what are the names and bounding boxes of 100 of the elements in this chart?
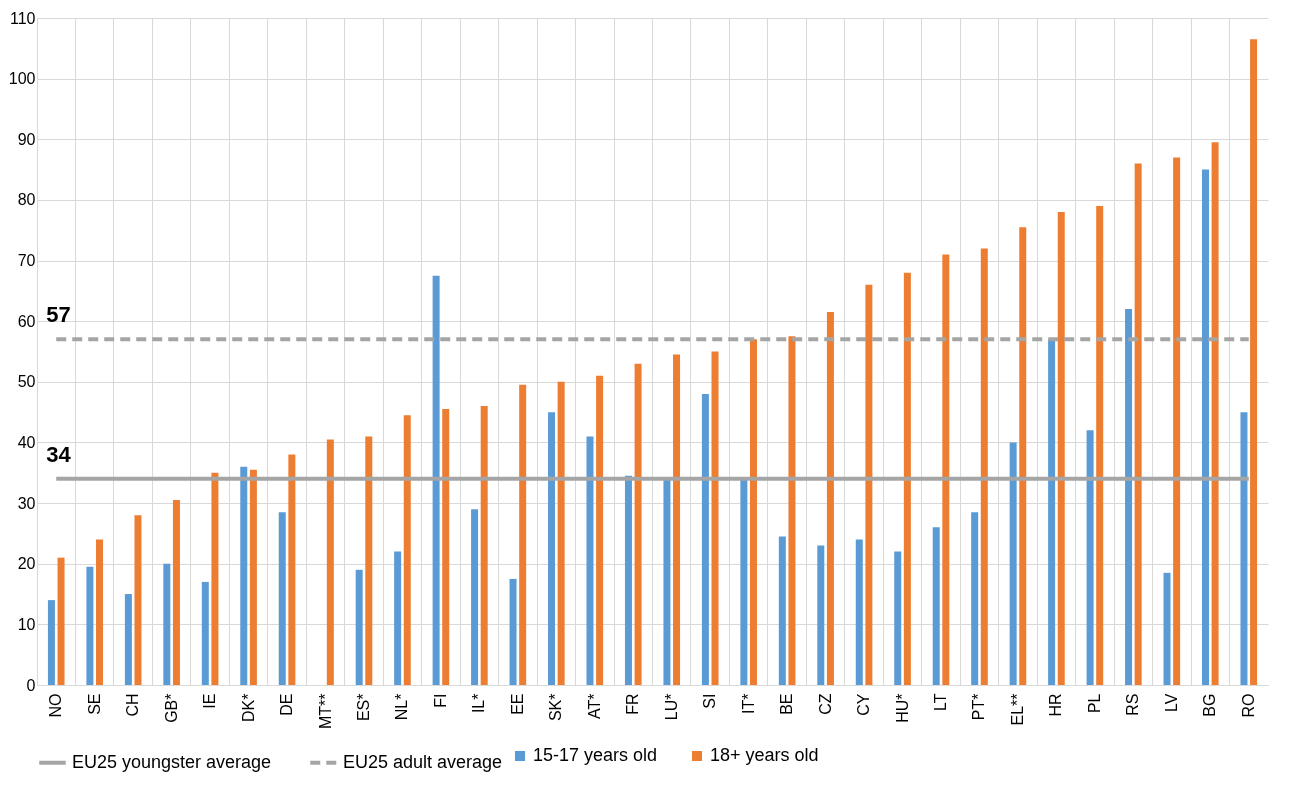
x-tick-label: MT** xyxy=(316,693,334,730)
bar xyxy=(894,551,902,685)
y-tick-label: 30 xyxy=(17,494,36,512)
bar xyxy=(663,478,671,685)
bar xyxy=(124,594,132,685)
x-tick-label: AT* xyxy=(585,693,603,719)
y-tick-label: 100 xyxy=(8,70,36,88)
x-tick-label: FR xyxy=(624,693,642,715)
bar xyxy=(326,439,334,685)
bar xyxy=(778,536,786,685)
annotation: 57 xyxy=(46,302,71,328)
bar xyxy=(403,415,411,685)
bar xyxy=(586,436,594,685)
bar xyxy=(172,500,180,685)
x-tick-label: LU* xyxy=(662,693,680,721)
x-tick-label: LT xyxy=(932,693,950,711)
bar xyxy=(1019,227,1027,685)
bar xyxy=(432,275,440,685)
bar xyxy=(442,409,450,685)
bar xyxy=(249,469,257,685)
bar xyxy=(673,354,681,685)
x-tick-label: FI xyxy=(431,693,449,708)
y-tick-label: 40 xyxy=(17,433,36,451)
x-tick-label: DK* xyxy=(239,693,257,722)
x-tick-label: CZ xyxy=(816,693,834,715)
bar xyxy=(519,384,527,685)
bar xyxy=(1086,430,1094,685)
y-tick-label: 80 xyxy=(17,191,36,209)
bar xyxy=(749,339,757,685)
bar xyxy=(57,557,65,685)
x-tick-label: EL** xyxy=(1008,693,1026,726)
y-tick-label: 0 xyxy=(26,676,36,694)
bar xyxy=(365,436,373,685)
x-tick-label: RO xyxy=(1239,693,1257,718)
bar xyxy=(1048,339,1056,685)
bar xyxy=(355,569,363,685)
bar xyxy=(634,363,642,685)
bar xyxy=(471,509,479,685)
x-tick-label: IT* xyxy=(739,693,757,714)
bar xyxy=(509,578,517,685)
x-tick-label: GB* xyxy=(162,693,180,723)
bar xyxy=(1201,169,1209,685)
bar xyxy=(932,527,940,685)
x-tick-label: NL* xyxy=(393,693,411,721)
legend-label: EU25 adult average xyxy=(343,751,503,772)
legend-label: 15-17 years old xyxy=(533,745,658,765)
bar xyxy=(288,454,296,685)
bar xyxy=(211,472,219,685)
x-tick-label: HU* xyxy=(893,693,911,723)
bar xyxy=(701,393,709,685)
legend-label: 18+ years old xyxy=(710,745,819,765)
bar xyxy=(1057,212,1065,685)
bar xyxy=(1211,142,1219,685)
bar xyxy=(596,375,604,685)
x-tick-label: IL* xyxy=(470,693,488,714)
bar xyxy=(163,563,171,685)
y-tick-label: 110 xyxy=(9,9,36,27)
y-tick-label: 70 xyxy=(17,252,36,270)
x-tick-label: PL xyxy=(1085,693,1103,714)
bar xyxy=(557,381,565,685)
x-tick-label: HR xyxy=(1047,693,1065,717)
bar xyxy=(740,478,748,685)
bar xyxy=(942,254,950,685)
bar xyxy=(278,512,286,685)
bar xyxy=(1125,309,1133,685)
x-tick-label: RS xyxy=(1124,693,1142,716)
bar xyxy=(1163,572,1171,685)
bar xyxy=(86,566,94,685)
x-tick-label: CY xyxy=(855,693,873,716)
bar xyxy=(1240,412,1248,685)
x-tick-label: CH xyxy=(124,693,142,717)
bar xyxy=(826,312,834,685)
x-tick-label: SI xyxy=(701,693,719,709)
bar xyxy=(480,406,488,685)
x-tick-label: SE xyxy=(85,693,103,715)
x-tick-label: IE xyxy=(201,693,219,709)
bar xyxy=(134,515,142,685)
annotation: 34 xyxy=(46,441,72,467)
x-tick-label: SK* xyxy=(547,693,565,722)
bar xyxy=(711,351,719,685)
bar xyxy=(240,466,248,685)
x-tick-label: ES* xyxy=(354,693,372,722)
bar xyxy=(1250,39,1258,685)
bar xyxy=(624,475,632,685)
x-tick-label: PT* xyxy=(970,693,988,721)
bar xyxy=(865,284,873,685)
bar xyxy=(394,551,402,685)
x-tick-label: NO xyxy=(47,693,65,718)
bar xyxy=(1009,442,1017,685)
y-tick-label: 10 xyxy=(17,615,36,633)
legend-label: EU25 youngster average xyxy=(72,751,272,772)
bar xyxy=(1173,157,1181,685)
y-tick-label: 20 xyxy=(17,555,36,573)
x-tick-label: DE xyxy=(278,693,296,716)
bar xyxy=(201,581,209,685)
y-tick-label: 90 xyxy=(17,130,36,148)
y-tick-label: 60 xyxy=(17,312,36,330)
bar xyxy=(980,248,988,685)
bar xyxy=(1096,205,1104,685)
bar xyxy=(788,336,796,685)
